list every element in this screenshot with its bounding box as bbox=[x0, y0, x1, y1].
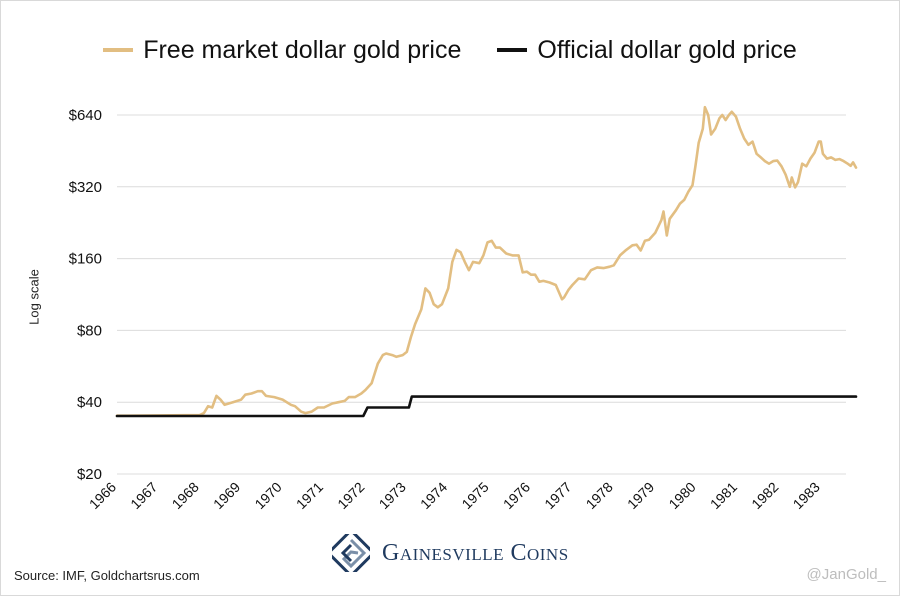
x-tick-label-1974: 1974 bbox=[417, 479, 450, 512]
x-tick-label-1979: 1979 bbox=[624, 479, 657, 512]
y-tick-label-20: $20 bbox=[77, 466, 102, 483]
legend-swatch-official bbox=[497, 48, 528, 52]
x-tick-label-1981: 1981 bbox=[707, 479, 740, 512]
x-tick-label-1969: 1969 bbox=[210, 479, 243, 512]
source-note: Source: IMF, Goldchartsrus.com bbox=[14, 568, 200, 583]
x-tick-label-1982: 1982 bbox=[748, 479, 781, 512]
x-tick-label-1967: 1967 bbox=[127, 479, 160, 512]
x-tick-label-1972: 1972 bbox=[334, 479, 367, 512]
y-tick-label-40: $40 bbox=[77, 394, 102, 411]
x-tick-label-1968: 1968 bbox=[169, 479, 202, 512]
x-tick-label-1975: 1975 bbox=[458, 479, 491, 512]
author-credit: @JanGold_ bbox=[806, 566, 886, 583]
legend-label-free-market: Free market dollar gold price bbox=[143, 35, 462, 64]
x-tick-label-1978: 1978 bbox=[583, 479, 616, 512]
x-tick-label-1977: 1977 bbox=[541, 479, 574, 512]
x-tick-label-1970: 1970 bbox=[251, 479, 284, 512]
brand-logo: Gainesville Coins bbox=[332, 534, 569, 572]
y-tick-label-80: $80 bbox=[77, 322, 102, 339]
x-tick-label-1976: 1976 bbox=[500, 479, 533, 512]
x-tick-label-1983: 1983 bbox=[790, 479, 823, 512]
y-tick-label-160: $160 bbox=[69, 251, 102, 268]
legend-item-official: Official dollar gold price bbox=[497, 35, 797, 65]
legend-swatch-free-market bbox=[103, 48, 134, 52]
x-tick-label-1971: 1971 bbox=[293, 479, 326, 512]
y-axis-label: Log scale bbox=[26, 269, 42, 325]
y-tick-label-640: $640 bbox=[69, 107, 102, 124]
series-line-official bbox=[115, 395, 858, 418]
y-tick-label-320: $320 bbox=[69, 179, 102, 196]
x-tick-label-1966: 1966 bbox=[86, 479, 119, 512]
series-line-free-market bbox=[115, 105, 858, 417]
legend-label-official: Official dollar gold price bbox=[537, 35, 797, 64]
gainesville-coins-logo-icon bbox=[332, 534, 370, 572]
x-tick-label-1973: 1973 bbox=[376, 479, 409, 512]
brand-name: Gainesville Coins bbox=[382, 539, 569, 566]
x-tick-label-1980: 1980 bbox=[665, 479, 698, 512]
chart-legend: Free market dollar gold price Official d… bbox=[0, 30, 900, 70]
legend-item-free-market: Free market dollar gold price bbox=[103, 36, 461, 65]
